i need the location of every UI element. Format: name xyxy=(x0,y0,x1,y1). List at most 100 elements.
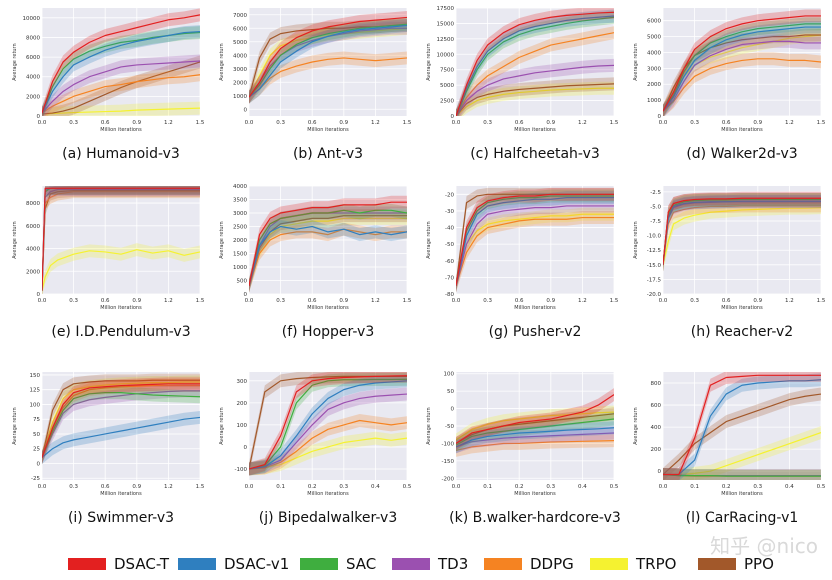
panel-caption: (c) Halfcheetah-v3 xyxy=(470,146,600,162)
series-line-td3 xyxy=(42,390,200,458)
y-tick-label: 150 xyxy=(30,373,41,379)
x-axis-label: Million iterations xyxy=(307,491,349,497)
legend-swatch-ppo xyxy=(698,558,736,570)
x-tick-label: 1.2 xyxy=(785,120,794,126)
x-tick-label: 0.1 xyxy=(483,484,492,490)
x-tick-label: 0.3 xyxy=(69,298,78,304)
watermark: 知乎 @nico xyxy=(710,534,818,558)
x-tick-label: 0.9 xyxy=(132,120,141,126)
series-band-dsac-t xyxy=(42,8,200,116)
legend: DSAC-T DSAC-v1 SAC TD3 DDPG TRPO PPO xyxy=(0,548,832,580)
x-tick-label: 0.3 xyxy=(690,120,699,126)
x-tick-label: 0.0 xyxy=(659,120,668,126)
x-tick-label: 0.3 xyxy=(69,484,78,490)
y-tick-label: 3000 xyxy=(233,211,247,217)
x-tick-label: 0.5 xyxy=(610,484,619,490)
series-line-dsac-t xyxy=(249,16,407,98)
series-band-sac xyxy=(663,468,821,480)
series-line-sac xyxy=(249,209,407,287)
y-tick-label: 4000 xyxy=(233,53,247,59)
y-tick-label: 0 xyxy=(37,292,41,298)
y-tick-label: 100 xyxy=(30,402,41,408)
series-line-dsac-t xyxy=(456,193,614,286)
y-tick-label: 0 xyxy=(244,445,248,451)
y-tick-label: -5.0 xyxy=(650,204,661,210)
y-tick-label: 3500 xyxy=(233,198,247,204)
chart-panel-7: 0.0 0.3 0.6 0.9 1.2 1.5 -80 -70 -60 -50 -40 -30 -20 M… xyxy=(426,186,619,340)
x-tick-label: 0.9 xyxy=(339,120,348,126)
y-tick-label: 0 xyxy=(244,107,248,113)
panel-caption: (l) CarRacing-v1 xyxy=(686,510,799,526)
series-band-ddpg xyxy=(663,199,821,272)
x-axis-label: Million iterations xyxy=(307,127,349,133)
x-tick-label: 0.6 xyxy=(308,120,317,126)
series-line-trpo xyxy=(663,432,821,476)
series-band-td3 xyxy=(249,21,407,104)
series-band-dsac-t xyxy=(456,388,614,450)
series-line-ddpg xyxy=(456,440,614,451)
series-line-sac xyxy=(663,473,821,477)
series-band-dsac-t xyxy=(249,195,407,293)
y-tick-label: 0 xyxy=(658,469,662,475)
series-band-sac xyxy=(456,189,614,293)
series-line-trpo xyxy=(663,207,821,265)
series-line-sac xyxy=(456,195,614,286)
chart-panel-12: 0.0 0.1 0.2 0.3 0.4 0.5 0 200 400 600 800 Million i… xyxy=(633,372,826,526)
series-band-ppo xyxy=(249,209,407,293)
y-tick-label: 2000 xyxy=(233,80,247,86)
y-axis-label: Average return xyxy=(12,407,18,444)
series-band-ppo xyxy=(42,55,200,116)
x-tick-label: 1.5 xyxy=(196,484,205,490)
chart-panel-6: 0.0 0.3 0.6 0.9 1.2 1.5 0 500 1000 1500 2000 2500 30… xyxy=(219,184,412,340)
series-band-td3 xyxy=(249,387,407,476)
chart-panel-11: 0.0 0.1 0.2 0.3 0.4 0.5 -200 -150 -100 -50 0 50 100 M… xyxy=(426,372,621,526)
series-band-ppo xyxy=(42,373,200,465)
series-line-trpo xyxy=(249,437,407,470)
y-tick-label: 10000 xyxy=(437,52,455,58)
legend-swatch-trpo xyxy=(590,558,628,570)
x-tick-label: 0.4 xyxy=(578,484,587,490)
series-group xyxy=(249,195,407,293)
series-line-ppo xyxy=(42,189,200,291)
x-tick-label: 1.2 xyxy=(164,484,173,490)
x-tick-label: 1.5 xyxy=(610,298,619,304)
x-tick-label: 0.9 xyxy=(132,298,141,304)
legend-swatch-td3 xyxy=(392,558,430,570)
x-axis-label: Million iterations xyxy=(721,305,763,311)
x-axis-label: Million iterations xyxy=(514,127,556,133)
legend-item-sac: SAC xyxy=(300,555,376,573)
panel-caption: (b) Ant-v3 xyxy=(293,146,363,162)
legend-label-dsac-v1: DSAC-v1 xyxy=(224,555,290,573)
series-group xyxy=(42,373,200,465)
panel-caption: (f) Hopper-v3 xyxy=(282,324,375,340)
y-tick-label: -7.5 xyxy=(650,219,661,225)
series-line-trpo xyxy=(456,87,614,116)
series-band-td3 xyxy=(42,384,200,465)
series-group xyxy=(42,186,200,294)
series-band-dsac-v1 xyxy=(42,25,200,116)
y-axis-label: Average return xyxy=(219,221,225,258)
series-line-td3 xyxy=(42,60,200,114)
series-group xyxy=(663,9,821,116)
y-tick-label: 400 xyxy=(651,425,662,431)
y-tick-label: 500 xyxy=(237,279,248,285)
y-tick-label: 2000 xyxy=(26,269,40,275)
y-tick-label: -150 xyxy=(442,459,455,465)
x-tick-label: 1.2 xyxy=(164,298,173,304)
series-band-trpo xyxy=(663,28,821,116)
series-line-dsac-t xyxy=(663,197,821,265)
y-tick-label: 1000 xyxy=(647,98,661,104)
x-tick-label: 0.3 xyxy=(276,120,285,126)
x-tick-label: 0.0 xyxy=(245,484,254,490)
y-tick-label: 50 xyxy=(33,432,40,438)
y-tick-label: 10000 xyxy=(23,16,41,22)
x-tick-label: 0.0 xyxy=(659,298,668,304)
series-line-td3 xyxy=(249,393,407,470)
series-band-dsac-v1 xyxy=(663,20,821,116)
x-tick-label: 0.3 xyxy=(483,120,492,126)
series-group xyxy=(663,372,821,480)
y-axis-label: Average return xyxy=(12,221,18,258)
y-tick-label: 12500 xyxy=(437,37,455,43)
series-line-td3 xyxy=(456,205,614,286)
series-band-td3 xyxy=(456,58,614,116)
